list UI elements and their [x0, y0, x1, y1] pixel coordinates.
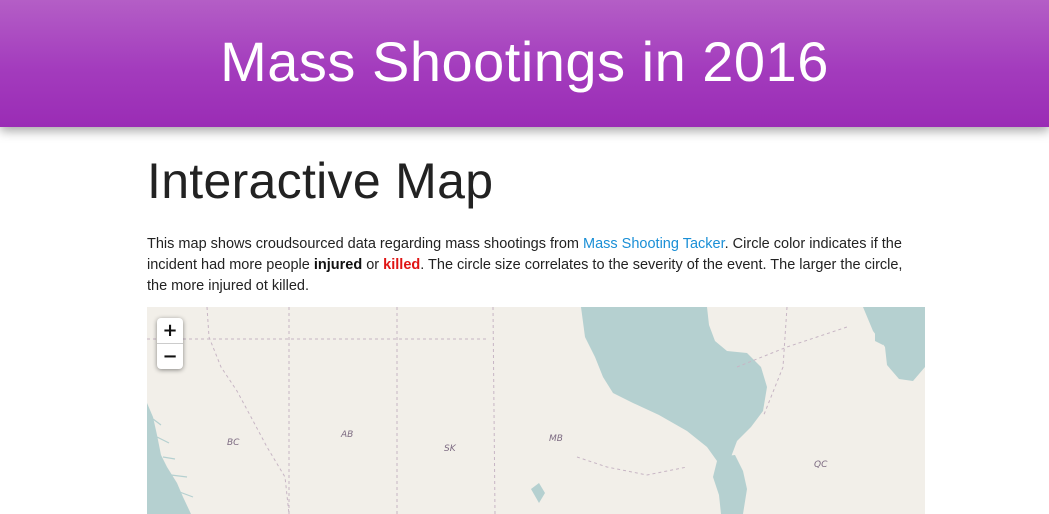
- northern-water: [863, 307, 925, 381]
- region-label-mb: MB: [549, 434, 563, 444]
- intro-text-or: or: [362, 257, 384, 273]
- inland-lake: [743, 409, 753, 425]
- intro-text-middle: . Circle color indicates if the incident…: [147, 236, 902, 273]
- intro-text-start: This map shows croudsourced data regardi…: [147, 236, 584, 252]
- map-tiles: [147, 307, 925, 514]
- page-title: Mass Shootings in 2016: [220, 30, 829, 93]
- zoom-control: + −: [157, 318, 183, 369]
- region-label-qc: QC: [814, 460, 828, 470]
- zoom-out-button[interactable]: −: [162, 346, 178, 367]
- james-bay-water: [717, 455, 747, 514]
- intro-text-end: . The circle size correlates to the seve…: [147, 257, 903, 294]
- pacific-coast-water: [147, 403, 191, 514]
- zoom-in-button[interactable]: +: [157, 318, 183, 344]
- killed-legend-text: killed: [383, 257, 421, 273]
- region-label-bc: BC: [227, 438, 240, 448]
- province-borders: [147, 307, 848, 514]
- mass-shooting-tracker-link[interactable]: Mass Shooting Tacker: [583, 236, 725, 252]
- page-header: Mass Shootings in 2016: [0, 0, 1049, 127]
- section-title: Interactive Map: [147, 153, 494, 209]
- small-lake: [875, 321, 889, 345]
- interactive-map[interactable]: BC AB SK MB QC + −: [147, 307, 925, 514]
- region-label-ab: AB: [341, 430, 354, 440]
- injured-legend-text: injured: [313, 257, 363, 273]
- region-label-sk: SK: [444, 444, 456, 454]
- main-content: Interactive Map This map shows croudsour…: [147, 140, 925, 297]
- coastal-inlets: [152, 418, 194, 498]
- intro-paragraph: This map shows croudsourced data regardi…: [147, 234, 925, 297]
- inland-lake: [531, 483, 545, 503]
